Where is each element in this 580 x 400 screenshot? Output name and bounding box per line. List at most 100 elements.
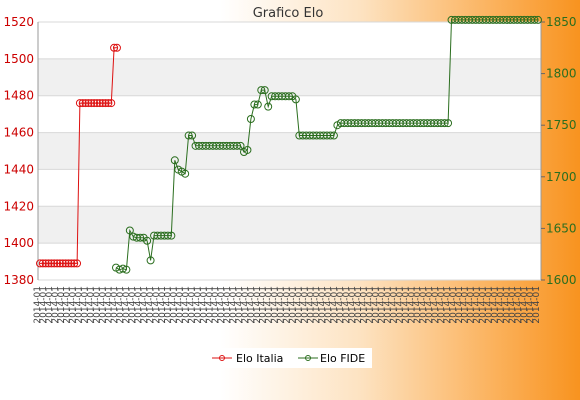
- left-tick-label: 1500: [3, 52, 34, 66]
- point-elo-fide: [444, 119, 453, 128]
- plot-band: [38, 58, 541, 96]
- x-tick-label: 2014-01: [265, 286, 275, 324]
- x-tick-label: 2014-01: [253, 286, 263, 324]
- point-elo-italia: [47, 259, 56, 268]
- x-tick-label: 2014-01: [146, 286, 156, 324]
- x-tick-label: 2014-01: [229, 286, 239, 324]
- legend-marker-fide: [305, 355, 311, 361]
- point-elo-italia: [70, 259, 79, 268]
- series-elo-italia: [36, 43, 121, 268]
- point-elo-fide: [250, 100, 259, 109]
- x-tick-label: 2014-01: [259, 286, 269, 324]
- legend[interactable]: Elo Italia Elo FIDE: [208, 348, 372, 368]
- x-tick-label: 2014-01: [372, 286, 382, 324]
- x-tick-label: 2014-01: [407, 286, 417, 324]
- point-elo-italia: [67, 259, 76, 268]
- left-tick-label: 1520: [3, 15, 34, 29]
- x-tick-label: 2014-01: [33, 286, 43, 324]
- right-tick-label: 1750: [546, 118, 577, 132]
- point-elo-italia: [73, 259, 82, 268]
- x-tick-label: 2014-01: [223, 286, 233, 324]
- x-tick-label: 2014-01: [502, 286, 512, 324]
- x-tick-label: 2014-01: [57, 286, 67, 324]
- x-tick-label: 2014-01: [300, 286, 310, 324]
- x-tick-label: 2014-01: [92, 286, 102, 324]
- x-tick-label: 2014-01: [318, 286, 328, 324]
- x-tick-label: 2014-01: [461, 286, 471, 324]
- right-tick-label: 1800: [546, 67, 577, 81]
- point-elo-fide: [291, 95, 300, 104]
- x-tick-label: 2014-01: [271, 286, 281, 324]
- x-tick-label: 2014-01: [277, 286, 287, 324]
- x-tick-label: 2014-01: [69, 286, 79, 324]
- x-tick-label: 2014-01: [86, 286, 96, 324]
- x-tick-label: 2014-01: [473, 286, 483, 324]
- x-tick-label: 2014-01: [176, 286, 186, 324]
- x-tick-label: 2014-01: [75, 286, 85, 324]
- x-tick-label: 2014-01: [81, 286, 91, 324]
- point-elo-italia: [78, 99, 87, 108]
- point-elo-fide: [188, 131, 197, 140]
- legend-label-italia: Elo Italia: [236, 352, 283, 365]
- x-tick-label: 2014-01: [360, 286, 370, 324]
- legend-box: [208, 348, 372, 368]
- legend-label-fide: Elo FIDE: [320, 352, 365, 365]
- point-elo-italia: [58, 259, 67, 268]
- plot-band: [38, 206, 541, 244]
- point-elo-fide: [181, 169, 190, 178]
- point-elo-fide: [236, 141, 245, 150]
- right-tick-label: 1650: [546, 221, 577, 235]
- x-tick-label: 2014-01: [288, 286, 298, 324]
- x-tick-label: 2014-01: [235, 286, 245, 324]
- right-tick-label: 1700: [546, 170, 577, 184]
- point-elo-fide: [264, 102, 273, 111]
- left-tick-label: 1440: [3, 162, 34, 176]
- x-tick-label: 2014-01: [479, 286, 489, 324]
- point-elo-fide: [246, 115, 255, 124]
- left-tick-label: 1400: [3, 236, 34, 250]
- x-tick-label: 2014-01: [283, 286, 293, 324]
- point-elo-fide: [284, 92, 293, 101]
- x-tick-label: 2014-01: [395, 286, 405, 324]
- x-tick-label: 2014-01: [383, 286, 393, 324]
- point-elo-fide: [163, 231, 172, 240]
- x-tick-label: 2014-01: [51, 286, 61, 324]
- plot-band: [38, 132, 541, 170]
- point-elo-italia: [55, 259, 64, 268]
- point-elo-fide: [143, 236, 152, 245]
- x-tick-label: 2014-01: [128, 286, 138, 324]
- point-elo-fide: [122, 265, 131, 274]
- point-elo-fide: [530, 15, 539, 24]
- x-tick-label: 2014-01: [484, 286, 494, 324]
- left-axis-ticks: 1380 1400 1420 1440 1460 1480 1500 1520: [3, 15, 34, 287]
- x-tick-label: 2014-01: [342, 286, 352, 324]
- x-tick-label: 2014-01: [217, 286, 227, 324]
- x-tick-label: 2014-01: [520, 286, 530, 324]
- x-axis-ticks: 2014-012014-012014-012014-012014-012014-…: [33, 286, 542, 324]
- right-axis-ticks: 1600 1650 1700 1750 1800 1850: [541, 15, 577, 287]
- x-tick-label: 2014-01: [366, 286, 376, 324]
- x-tick-label: 2014-01: [182, 286, 192, 324]
- x-tick-label: 2014-01: [306, 286, 316, 324]
- x-tick-label: 2014-01: [45, 286, 55, 324]
- x-tick-label: 2014-01: [378, 286, 388, 324]
- x-tick-label: 2014-01: [187, 286, 197, 324]
- point-elo-fide: [136, 233, 145, 242]
- point-elo-italia: [110, 43, 119, 52]
- left-tick-label: 1420: [3, 199, 34, 213]
- point-elo-italia: [93, 99, 101, 108]
- point-elo-italia: [98, 99, 107, 108]
- x-tick-label: 2014-01: [467, 286, 477, 324]
- point-elo-italia: [64, 259, 73, 268]
- x-tick-label: 2014-01: [312, 286, 322, 324]
- point-elo-italia: [50, 259, 59, 268]
- x-tick-label: 2014-01: [443, 286, 453, 324]
- point-elo-fide: [118, 264, 127, 273]
- line-elo-italia: [40, 47, 117, 264]
- x-tick-label: 2014-01: [140, 286, 150, 324]
- point-elo-fide: [167, 231, 176, 240]
- right-tick-label: 1600: [546, 273, 577, 287]
- point-elo-italia: [38, 259, 47, 268]
- point-elo-italia: [53, 259, 62, 268]
